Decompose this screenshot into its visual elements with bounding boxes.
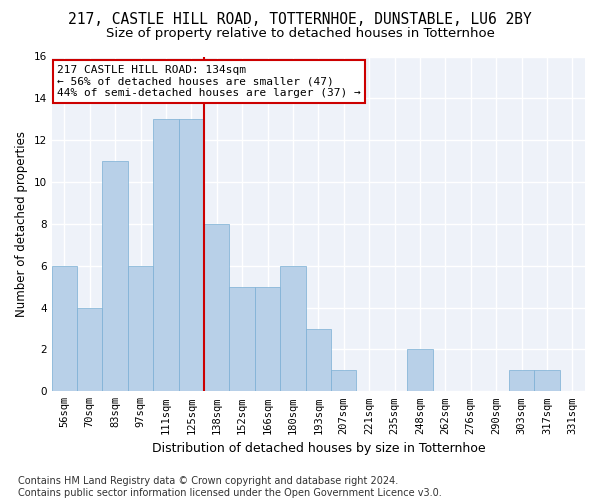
X-axis label: Distribution of detached houses by size in Totternhoe: Distribution of detached houses by size …	[152, 442, 485, 455]
Bar	[255, 286, 280, 392]
Bar	[103, 161, 128, 392]
Bar	[229, 286, 255, 392]
Text: 217 CASTLE HILL ROAD: 134sqm
← 56% of detached houses are smaller (47)
44% of se: 217 CASTLE HILL ROAD: 134sqm ← 56% of de…	[57, 65, 361, 98]
Bar	[280, 266, 305, 392]
Y-axis label: Number of detached properties: Number of detached properties	[15, 131, 28, 317]
Text: Size of property relative to detached houses in Totternhoe: Size of property relative to detached ho…	[106, 28, 494, 40]
Bar	[534, 370, 560, 392]
Bar	[77, 308, 103, 392]
Bar	[407, 350, 433, 392]
Bar	[204, 224, 229, 392]
Bar	[509, 370, 534, 392]
Text: 217, CASTLE HILL ROAD, TOTTERNHOE, DUNSTABLE, LU6 2BY: 217, CASTLE HILL ROAD, TOTTERNHOE, DUNST…	[68, 12, 532, 28]
Bar	[128, 266, 153, 392]
Bar	[153, 120, 179, 392]
Bar	[305, 328, 331, 392]
Bar	[331, 370, 356, 392]
Bar	[52, 266, 77, 392]
Text: Contains HM Land Registry data © Crown copyright and database right 2024.
Contai: Contains HM Land Registry data © Crown c…	[18, 476, 442, 498]
Bar	[179, 120, 204, 392]
